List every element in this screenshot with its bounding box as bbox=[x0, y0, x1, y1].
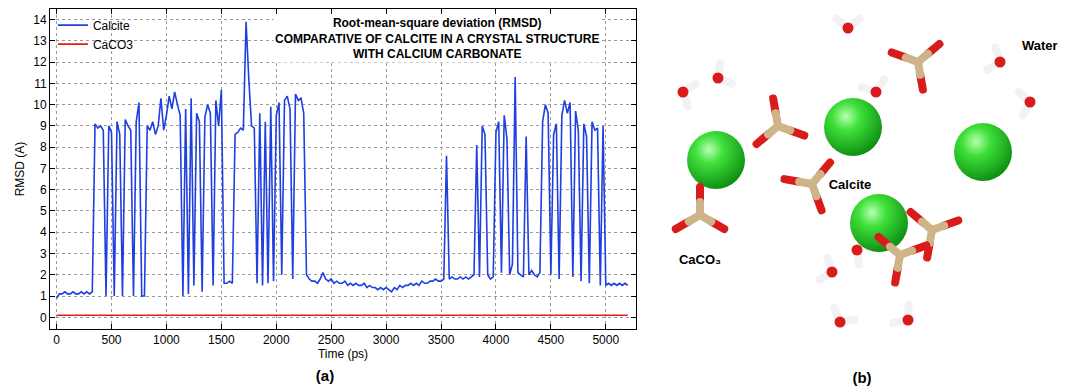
svg-text:0: 0 bbox=[40, 311, 47, 325]
svg-text:CaCO₃: CaCO₃ bbox=[679, 252, 721, 267]
svg-text:8: 8 bbox=[40, 140, 47, 154]
svg-text:7: 7 bbox=[40, 162, 47, 176]
svg-text:3500: 3500 bbox=[428, 333, 455, 347]
svg-text:4500: 4500 bbox=[538, 333, 565, 347]
svg-text:2: 2 bbox=[40, 268, 47, 282]
svg-text:RMSD (A): RMSD (A) bbox=[13, 142, 27, 197]
svg-text:Calcite: Calcite bbox=[93, 19, 130, 33]
svg-text:Root-mean-square deviation (RM: Root-mean-square deviation (RMSD)COMPARA… bbox=[275, 16, 599, 61]
svg-text:10: 10 bbox=[33, 98, 47, 112]
svg-text:1: 1 bbox=[40, 289, 47, 303]
svg-text:2000: 2000 bbox=[263, 333, 290, 347]
svg-text:2500: 2500 bbox=[318, 333, 345, 347]
svg-text:4: 4 bbox=[40, 225, 47, 239]
html-text:(a): (a) bbox=[315, 367, 335, 384]
svg-text:3: 3 bbox=[40, 247, 47, 261]
svg-text:11: 11 bbox=[34, 77, 47, 91]
svg-text:6: 6 bbox=[40, 183, 47, 197]
svg-text:Water: Water bbox=[1022, 38, 1058, 53]
svg-text:9: 9 bbox=[40, 119, 47, 133]
svg-text:500: 500 bbox=[101, 333, 121, 347]
svg-text:3000: 3000 bbox=[373, 333, 400, 347]
svg-text:5000: 5000 bbox=[592, 333, 619, 347]
svg-text:5: 5 bbox=[40, 204, 47, 218]
svg-text:13: 13 bbox=[33, 34, 47, 48]
svg-text:12: 12 bbox=[33, 55, 47, 69]
svg-text:0: 0 bbox=[53, 333, 60, 347]
svg-text:Time (ps): Time (ps) bbox=[318, 347, 368, 361]
svg-text:Calcite: Calcite bbox=[829, 177, 872, 192]
svg-text:(b): (b) bbox=[852, 369, 871, 386]
svg-text:CaCO3: CaCO3 bbox=[93, 38, 133, 52]
svg-text:4000: 4000 bbox=[483, 333, 510, 347]
svg-text:1500: 1500 bbox=[208, 333, 235, 347]
svg-text:14: 14 bbox=[33, 13, 47, 27]
svg-text:1000: 1000 bbox=[153, 333, 180, 347]
